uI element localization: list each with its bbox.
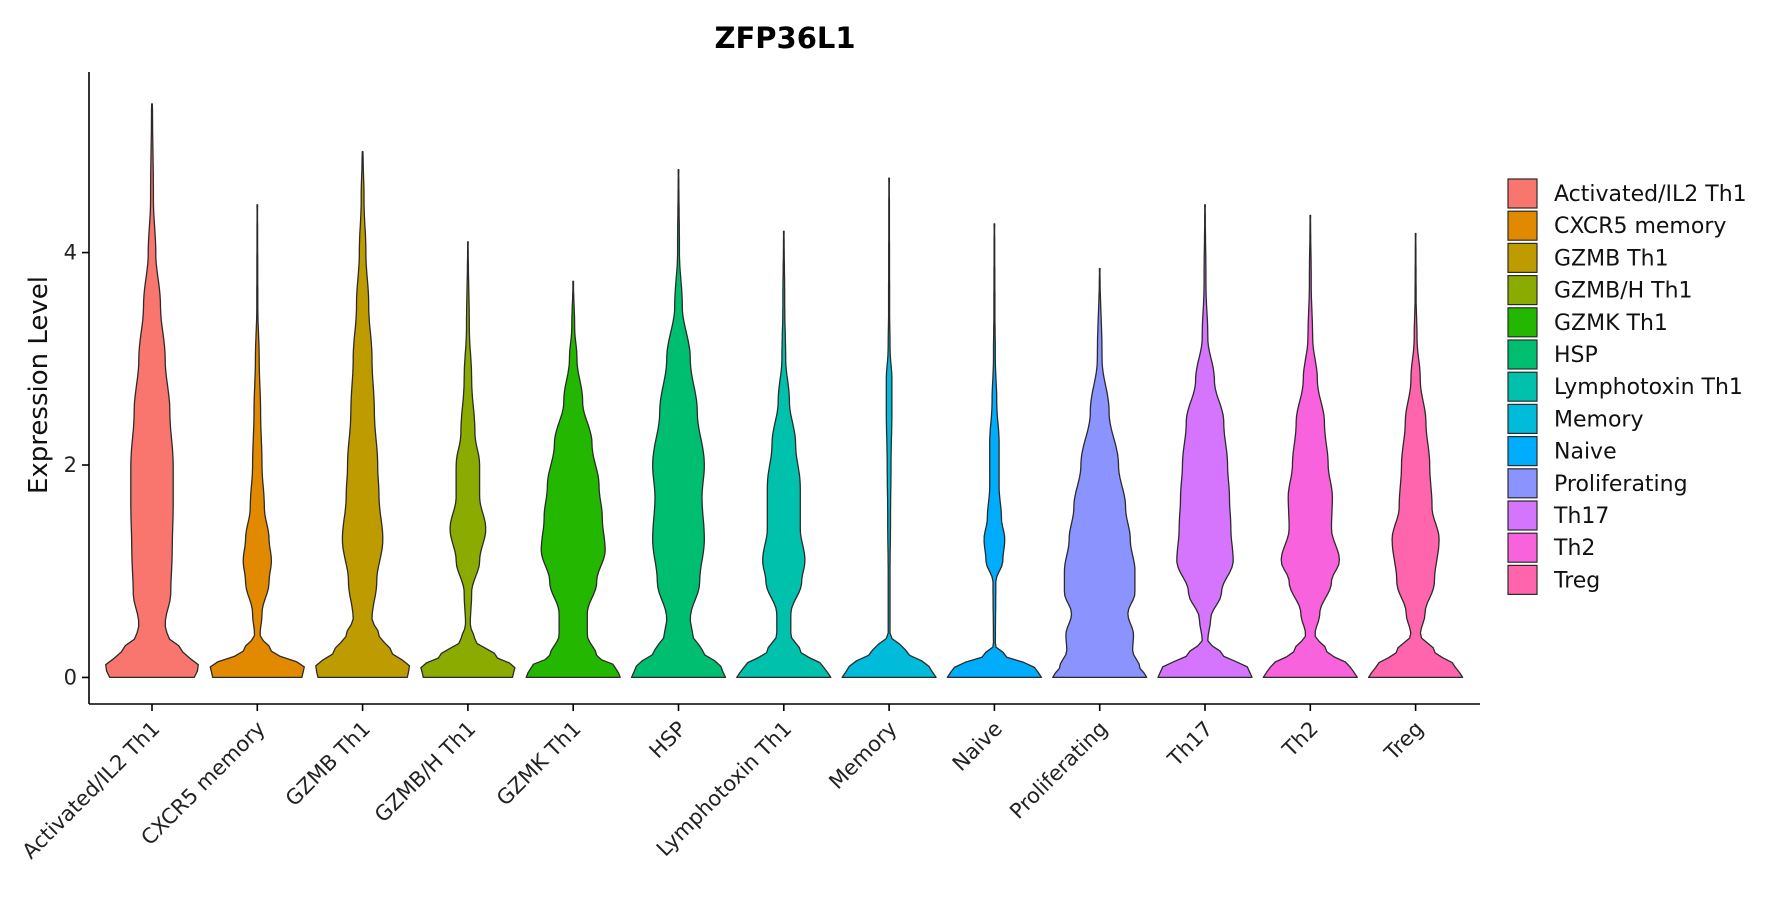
violin-8 bbox=[841, 177, 937, 679]
x-tick-label: GZMK Th1 bbox=[492, 717, 586, 811]
y-axis-label: Expression Level bbox=[24, 276, 54, 494]
x-tick-label: Th2 bbox=[1277, 717, 1323, 763]
legend-swatch bbox=[1507, 436, 1538, 467]
violin-4 bbox=[420, 241, 516, 679]
legend-label: GZMB/H Th1 bbox=[1554, 279, 1693, 304]
legend-label: Th17 bbox=[1553, 504, 1609, 529]
violin-10 bbox=[1052, 267, 1148, 679]
violin-12 bbox=[1262, 214, 1358, 679]
legend-label: Memory bbox=[1554, 407, 1643, 432]
violin-3 bbox=[315, 151, 411, 679]
legend-swatch bbox=[1507, 500, 1538, 531]
x-tick-label: GZMB Th1 bbox=[281, 717, 375, 811]
x-tick-label: Treg bbox=[1379, 717, 1428, 766]
violin-13 bbox=[1367, 232, 1464, 679]
violin-group bbox=[105, 103, 1464, 679]
y-tick-label: 0 bbox=[64, 665, 77, 689]
legend-label: HSP bbox=[1554, 343, 1598, 368]
legend-swatch bbox=[1507, 468, 1538, 499]
legend-swatch bbox=[1507, 339, 1538, 370]
legend-swatch bbox=[1507, 371, 1538, 402]
chart-title: ZFP36L1 bbox=[714, 21, 855, 55]
x-tick-label: Th17 bbox=[1162, 717, 1217, 772]
x-tick-label: Naive bbox=[948, 717, 1007, 776]
legend-label: Activated/IL2 Th1 bbox=[1554, 182, 1747, 207]
x-tick-label: HSP bbox=[645, 717, 692, 764]
legend-label: GZMB Th1 bbox=[1554, 246, 1669, 271]
violin-7 bbox=[736, 230, 832, 679]
violin-5 bbox=[525, 280, 621, 679]
x-tick-label: Proliferating bbox=[1005, 717, 1112, 824]
legend-label: Treg bbox=[1553, 568, 1600, 593]
legend-label: CXCR5 memory bbox=[1554, 214, 1726, 239]
legend-label: Lymphotoxin Th1 bbox=[1554, 375, 1743, 400]
violin-1 bbox=[105, 103, 199, 679]
legend-label: Th2 bbox=[1553, 536, 1595, 561]
x-tick-label: Memory bbox=[824, 717, 901, 794]
violin-2 bbox=[209, 204, 305, 679]
legend-swatch bbox=[1507, 242, 1538, 273]
x-tick-label: Activated/IL2 Th1 bbox=[18, 717, 165, 864]
legend-label: Proliferating bbox=[1554, 472, 1688, 497]
y-axis-ticks: 0 2 4 bbox=[64, 241, 89, 689]
violin-6 bbox=[630, 169, 727, 679]
legend-swatch bbox=[1507, 532, 1538, 563]
legend-swatch bbox=[1507, 403, 1538, 434]
violin-11 bbox=[1157, 204, 1253, 679]
legend-label: Naive bbox=[1554, 440, 1617, 465]
legend: Activated/IL2 Th1 CXCR5 memory GZMB Th1 GZM… bbox=[1507, 178, 1747, 596]
legend-label: GZMK Th1 bbox=[1554, 311, 1668, 336]
violin-9 bbox=[946, 223, 1043, 679]
y-tick-label: 4 bbox=[64, 241, 77, 265]
y-tick-label: 2 bbox=[64, 453, 77, 477]
legend-swatch bbox=[1507, 307, 1538, 338]
legend-swatch bbox=[1507, 210, 1538, 241]
x-tick-label: GZMB/H Th1 bbox=[370, 717, 480, 827]
legend-swatch bbox=[1507, 178, 1538, 209]
legend-swatch bbox=[1507, 564, 1538, 596]
legend-swatch bbox=[1507, 275, 1538, 306]
